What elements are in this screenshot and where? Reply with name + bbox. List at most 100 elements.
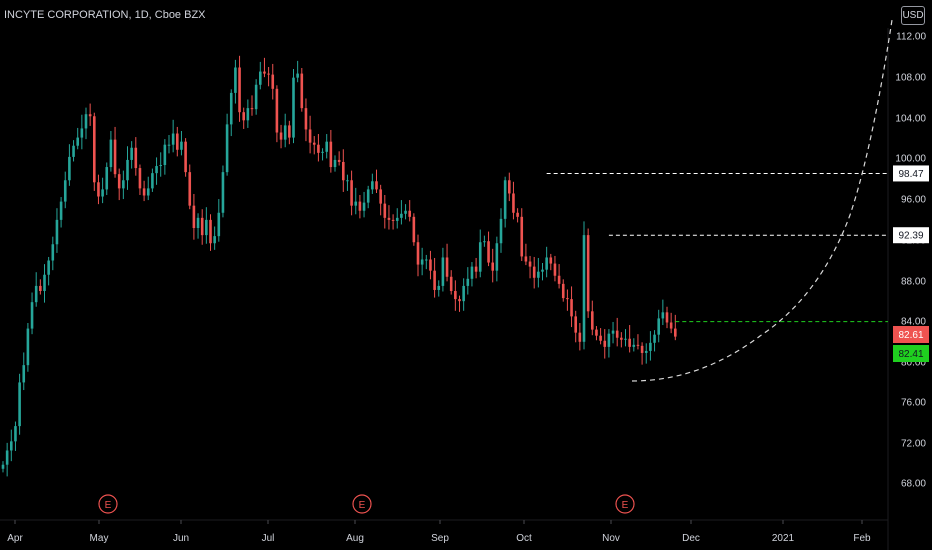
candle-body — [97, 182, 100, 197]
candle-body — [346, 180, 349, 182]
candle-body — [624, 338, 627, 340]
candle-body — [1, 464, 5, 469]
candle-body — [22, 365, 26, 383]
candle-body — [487, 241, 490, 263]
candle-body — [238, 67, 241, 113]
candle-body — [151, 173, 154, 189]
candle-body — [105, 167, 109, 190]
time-axis-tick-label: Jul — [262, 533, 275, 544]
candle-body — [122, 180, 125, 189]
candle-body — [109, 139, 113, 168]
candle-body — [192, 205, 196, 229]
candle-body — [371, 181, 374, 190]
currency-button[interactable]: USD — [901, 6, 925, 25]
candle-body — [574, 316, 577, 333]
candle-body — [14, 426, 17, 442]
candle-body — [134, 147, 138, 169]
candle-body — [138, 168, 142, 189]
candle-body — [296, 73, 299, 78]
candle-body — [246, 108, 250, 121]
candle-body — [205, 219, 208, 236]
earnings-marker-label: E — [359, 500, 366, 511]
candle-body — [611, 330, 615, 334]
time-axis-tick-label: Jun — [173, 533, 189, 544]
candle-body — [395, 217, 399, 221]
candle-body — [512, 193, 515, 213]
earnings-marker[interactable] — [352, 494, 372, 514]
candle-body — [126, 159, 129, 181]
candle-body — [454, 290, 457, 300]
candle-body — [329, 141, 333, 168]
green-price-label: 82.41 — [898, 349, 923, 360]
time-axis-tick-label: Apr — [7, 533, 23, 544]
candle-body — [499, 218, 503, 244]
candle-body — [516, 212, 519, 217]
candle-body — [595, 329, 598, 336]
candle-body — [117, 174, 121, 189]
candle-body — [167, 144, 171, 146]
candle-body — [474, 266, 478, 272]
earnings-marker[interactable] — [615, 494, 635, 514]
candle-body — [317, 144, 320, 153]
candle-body — [159, 165, 162, 167]
time-axis-tick-label: Oct — [516, 533, 532, 544]
candle-body — [350, 180, 353, 206]
candle-body — [657, 318, 660, 335]
candle-body — [462, 285, 465, 302]
candle-body — [470, 266, 474, 279]
candle-body — [213, 236, 216, 244]
candle-body — [300, 73, 304, 109]
candle-body — [570, 299, 573, 317]
price-axis-tick-label: 80.00 — [901, 358, 926, 369]
resistance-price-badge — [893, 165, 929, 182]
candle-body — [184, 141, 187, 173]
candle-body — [483, 241, 486, 243]
candle-body — [47, 260, 50, 275]
price-axis-tick-label: 68.00 — [901, 479, 926, 490]
candle-body — [429, 259, 432, 271]
candle-body — [51, 244, 55, 261]
candle-body — [441, 257, 445, 286]
candle-body — [433, 270, 436, 290]
candle-body — [292, 77, 295, 138]
candle-body — [495, 243, 499, 271]
candle-body — [26, 328, 30, 366]
candle-body — [420, 259, 424, 265]
chart-title: INCYTE CORPORATION, 1D, Cboe BZX — [4, 9, 206, 21]
candle-body — [275, 88, 279, 133]
candle-body — [669, 322, 673, 329]
candle-body — [640, 345, 644, 353]
earnings-marker-label: E — [105, 500, 112, 511]
candle-body — [180, 141, 183, 150]
candle-body — [620, 337, 623, 340]
candle-body — [163, 144, 167, 166]
candle-body — [259, 71, 262, 85]
candle-body — [234, 67, 237, 93]
candle-body — [599, 335, 602, 341]
candle-body — [279, 132, 283, 140]
candle-body — [379, 189, 382, 204]
candle-body — [591, 311, 594, 330]
candle-body — [557, 275, 561, 284]
red-price-badge — [893, 326, 929, 343]
candle-body — [308, 129, 312, 143]
candle-body — [674, 328, 677, 337]
candle-body — [358, 201, 362, 211]
candle-body — [59, 201, 63, 220]
price-axis-tick-label: 72.00 — [901, 439, 926, 450]
earnings-marker[interactable] — [98, 494, 118, 514]
candle-body — [644, 350, 648, 353]
price-axis-tick-label: 84.00 — [901, 317, 926, 328]
candle-body — [408, 210, 411, 217]
time-axis-tick-label: Feb — [853, 533, 871, 544]
candle-body — [578, 332, 582, 342]
candle-body — [263, 71, 266, 74]
resistance-price-label: 98.47 — [898, 169, 923, 180]
green-price-badge — [893, 345, 929, 362]
candle-body — [653, 334, 656, 343]
time-axis-tick-label: Aug — [346, 533, 364, 544]
price-axis-tick-label: 112.00 — [896, 32, 926, 43]
candle-body — [55, 219, 59, 245]
candle-body — [288, 125, 291, 138]
